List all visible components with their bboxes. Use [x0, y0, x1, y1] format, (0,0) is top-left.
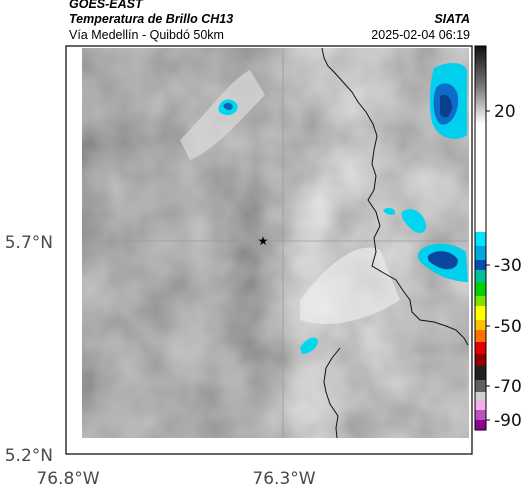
imagery-layer [82, 48, 469, 438]
organization-label: SIATA [434, 12, 470, 26]
y-tick-label: 5.7°N [5, 233, 53, 253]
colorbar-tick-label: -50 [494, 317, 522, 337]
colorbar-tick-label: -90 [494, 411, 522, 431]
x-tick-label: 76.3°W [252, 469, 315, 489]
star-icon: ★ [258, 234, 269, 248]
x-tick-label: 76.8°W [36, 469, 99, 489]
product-title: Temperatura de Brillo CH13 [69, 12, 234, 26]
colorbar-tick-label: -30 [494, 256, 522, 276]
cold-cloud-cells [218, 63, 468, 354]
colorbar-tick-label: -70 [494, 377, 522, 397]
y-tick-label: 5.2°N [5, 446, 53, 466]
boundary-line [321, 48, 469, 346]
colorbar [474, 45, 490, 431]
colorbar-tick-label: 20 [494, 102, 516, 122]
satellite-source: GOES-EAST [69, 0, 143, 11]
plot-frame [65, 45, 473, 455]
datetime-label: 2025-02-04 06:19 [371, 28, 470, 42]
location-label: Vía Medellín - Quibdó 50km [69, 28, 224, 42]
boundary-line [323, 347, 341, 438]
